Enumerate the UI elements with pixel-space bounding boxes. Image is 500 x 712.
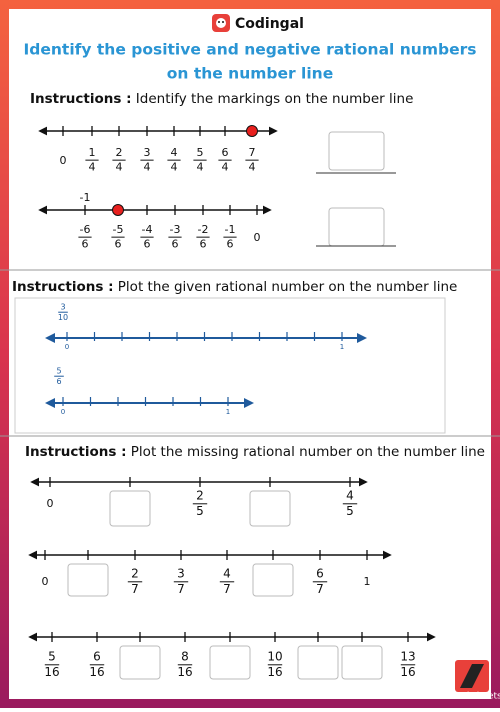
denominator: 6 [172, 237, 179, 250]
denominator: 6 [82, 237, 89, 250]
tick-label: 0 [42, 575, 49, 588]
denominator: 4 [144, 160, 151, 173]
denominator: 7 [177, 582, 185, 596]
denominator: 4 [197, 160, 204, 173]
numerator: 5 [56, 367, 61, 376]
denominator: 6 [200, 237, 207, 250]
denominator: 4 [249, 160, 256, 173]
tick-label: -1 [80, 191, 91, 204]
denominator: 7 [131, 582, 139, 596]
answer-box [328, 207, 385, 247]
answer-box [109, 490, 151, 527]
image-frame [14, 297, 446, 434]
tick-label: 1 [364, 575, 371, 588]
instruction-label: Instructions : [12, 279, 114, 295]
denominator: 4 [89, 160, 96, 173]
answer-box [297, 645, 339, 680]
denominator: 16 [89, 665, 104, 679]
answer-box [249, 490, 291, 527]
footer-logo-text: worksheets [450, 692, 500, 702]
tick-label: 0 [60, 154, 67, 167]
numerator: 6 [222, 146, 229, 159]
denominator: 16 [267, 665, 282, 679]
denominator: 4 [116, 160, 123, 173]
denominator: 6 [115, 237, 122, 250]
tick-label: 0 [65, 343, 69, 351]
numerator: -3 [170, 223, 181, 236]
footer-logo [455, 660, 489, 692]
numerator: 10 [267, 650, 282, 664]
numerator: 4 [171, 146, 178, 159]
denominator: 5 [346, 504, 354, 518]
instruction-text: Identify the markings on the number line [132, 91, 414, 107]
numerator: -1 [225, 223, 236, 236]
instruction: Instructions : Identify the markings on … [30, 91, 413, 107]
instruction-text: Plot the missing rational number on the … [127, 444, 485, 460]
instruction-text: Plot the given rational number on the nu… [114, 279, 458, 295]
denominator: 10 [58, 313, 68, 322]
denominator: 4 [222, 160, 229, 173]
numerator: 4 [223, 567, 231, 581]
denominator: 6 [56, 377, 61, 386]
numerator: 13 [400, 650, 415, 664]
denominator: 16 [177, 665, 192, 679]
tick-label: 0 [61, 408, 65, 416]
denominator: 16 [44, 665, 59, 679]
numerator: 3 [60, 303, 65, 312]
answer-box [341, 645, 383, 680]
numerator: 4 [346, 489, 354, 503]
denominator: 6 [227, 237, 234, 250]
instruction-label: Instructions : [30, 91, 132, 107]
answer-box [252, 563, 294, 597]
title: Identify the positive and negative ratio… [24, 41, 477, 59]
numerator: 7 [249, 146, 256, 159]
numerator: 3 [144, 146, 151, 159]
brand: Codingal [235, 16, 304, 32]
numerator: -6 [80, 223, 91, 236]
brand-icon [212, 14, 230, 32]
numerator: 5 [197, 146, 204, 159]
answer-box [119, 645, 161, 680]
instruction: Instructions : Plot the given rational n… [12, 279, 457, 295]
numerator: 2 [116, 146, 123, 159]
numerator: -2 [198, 223, 209, 236]
numerator: 2 [196, 489, 204, 503]
numerator: -5 [113, 223, 124, 236]
denominator: 16 [400, 665, 415, 679]
numerator: -4 [142, 223, 153, 236]
numerator: 6 [316, 567, 324, 581]
denominator: 7 [316, 582, 324, 596]
title: on the number line [167, 65, 333, 83]
tick-label: 0 [254, 231, 261, 244]
marked-point [246, 125, 258, 137]
numerator: 3 [177, 567, 185, 581]
instruction: Instructions : Plot the missing rational… [25, 444, 485, 460]
tick-label: 0 [47, 497, 54, 510]
denominator: 6 [144, 237, 151, 250]
numerator: 2 [131, 567, 139, 581]
marked-point [112, 204, 124, 216]
answer-box [328, 131, 385, 171]
numerator: 8 [181, 650, 189, 664]
tick-label: 1 [226, 408, 230, 416]
denominator: 4 [171, 160, 178, 173]
numerator: 1 [89, 146, 96, 159]
instruction-label: Instructions : [25, 444, 127, 460]
numerator: 6 [93, 650, 101, 664]
numerator: 5 [48, 650, 56, 664]
denominator: 5 [196, 504, 204, 518]
answer-box [209, 645, 251, 680]
tick-label: 1 [340, 343, 344, 351]
denominator: 7 [223, 582, 231, 596]
answer-box [67, 563, 109, 597]
